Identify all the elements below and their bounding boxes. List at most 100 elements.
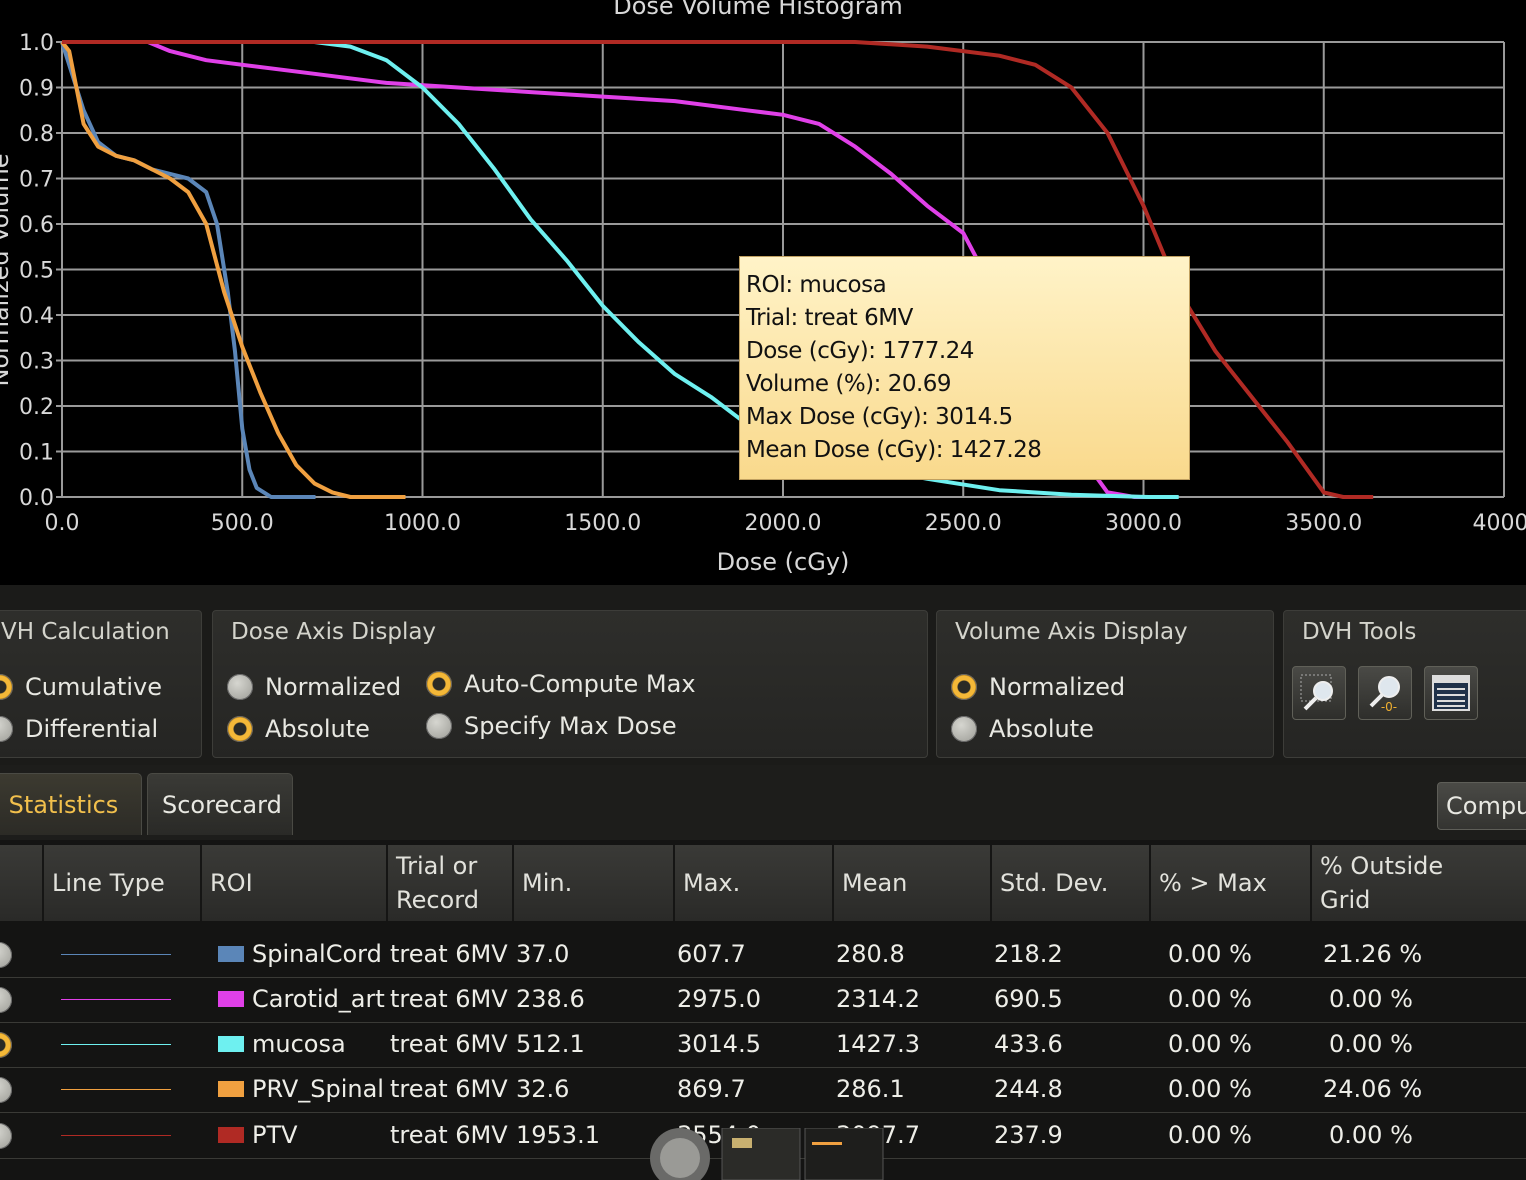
header-label: Max. [683, 869, 741, 897]
x-tick-label: 4000. [1473, 511, 1526, 536]
window-thumbnails[interactable] [640, 1128, 885, 1180]
y-tick-label: 0.5 [19, 259, 54, 284]
cell-min: 1953.1 [516, 1121, 600, 1149]
y-tick-label: 0.8 [19, 122, 54, 147]
zoom-reset-button[interactable]: -0- [1358, 666, 1412, 720]
cell-trial: treat 6MV [390, 940, 508, 968]
cell-pct-max: 0.00 % [1168, 940, 1252, 968]
roi-color-swatch [218, 1081, 244, 1097]
row-select-radio[interactable] [0, 942, 12, 968]
tooltip-dose: Dose (cGy): 1777.24 [746, 338, 974, 364]
cell-mean: 2314.2 [836, 985, 920, 1013]
x-tick-label: 3000.0 [1105, 511, 1182, 536]
compute-button[interactable]: Compu [1437, 782, 1526, 830]
window-thumbnail-icon[interactable] [721, 1128, 801, 1180]
radio-label: Absolute [265, 715, 370, 743]
roi-color-swatch [218, 1036, 244, 1052]
y-tick-label: 0.7 [19, 168, 54, 193]
header-max[interactable]: Max. [675, 845, 834, 921]
radio-label: Specify Max Dose [464, 712, 677, 740]
row-select-radio[interactable] [0, 987, 12, 1013]
cell-std-dev: 244.8 [994, 1075, 1063, 1103]
panel-title: Volume Axis Display [955, 619, 1188, 645]
cell-roi: mucosa [252, 1030, 346, 1058]
header-label: Trial or Record [396, 849, 479, 917]
row-select-radio[interactable] [0, 1077, 12, 1103]
line-type-sample[interactable] [61, 1044, 171, 1045]
y-axis-label: Normalized Volume [0, 154, 14, 387]
zoom-button[interactable] [1292, 666, 1346, 720]
cell-pct-max: 0.00 % [1168, 1075, 1252, 1103]
cell-trial: treat 6MV [390, 1075, 508, 1103]
line-type-sample[interactable] [61, 1089, 171, 1090]
series-line-mucosa[interactable] [62, 40, 1179, 499]
header-pct-outside-grid[interactable]: % Outside Grid [1312, 845, 1526, 921]
cell-roi: PTV [252, 1121, 298, 1149]
y-tick-label: 0.4 [19, 304, 54, 329]
cell-max: 869.7 [677, 1075, 746, 1103]
cell-pct-max: 0.00 % [1168, 1121, 1252, 1149]
radio-on-icon [951, 674, 977, 700]
panel-title: VH Calculation [1, 619, 170, 645]
line-type-sample[interactable] [61, 954, 171, 955]
header-pct-max[interactable]: % > Max [1151, 845, 1312, 921]
tooltip-mean-dose: Mean Dose (cGy): 1427.28 [746, 437, 1042, 463]
series-line-ptv[interactable] [62, 40, 1374, 499]
header-label: Mean [842, 869, 908, 897]
cell-roi: PRV_Spinal( [252, 1075, 386, 1103]
table-row[interactable]: Carotid_arte treat 6MV 238.6 2975.0 2314… [0, 977, 1526, 1023]
radio-cumulative[interactable]: Cumulative [0, 673, 162, 701]
cell-pct-outside: 24.06 % [1323, 1075, 1423, 1103]
header-trial[interactable]: Trial or Record [388, 845, 514, 921]
header-line-type[interactable]: Line Type [44, 845, 202, 921]
radio-off-icon [951, 716, 977, 742]
header-mean[interactable]: Mean [834, 845, 992, 921]
cell-std-dev: 690.5 [994, 985, 1063, 1013]
radio-label: Cumulative [25, 673, 162, 701]
row-select-radio[interactable] [0, 1123, 12, 1149]
radio-differential[interactable]: Differential [0, 715, 158, 743]
tooltip-trial: Trial: treat 6MV [746, 305, 913, 331]
cell-min: 32.6 [516, 1075, 570, 1103]
cell-min: 512.1 [516, 1030, 585, 1058]
radio-volume-normalized[interactable]: Normalized [951, 673, 1125, 701]
radio-on-icon [227, 716, 253, 742]
zoom-icon [1300, 674, 1333, 711]
header-label: % Outside Grid [1320, 849, 1443, 917]
row-select-radio[interactable] [0, 1032, 12, 1058]
line-type-sample[interactable] [61, 999, 171, 1000]
tab-scorecard[interactable]: Scorecard [147, 773, 293, 835]
header-std-dev[interactable]: Std. Dev. [992, 845, 1151, 921]
x-tick-label: 3500.0 [1285, 511, 1362, 536]
radio-auto-compute-max[interactable]: Auto-Compute Max [426, 670, 696, 698]
y-tick-label: 1.0 [19, 31, 54, 56]
radio-volume-absolute[interactable]: Absolute [951, 715, 1094, 743]
radio-specify-max-dose[interactable]: Specify Max Dose [426, 712, 677, 740]
table-icon [1432, 675, 1470, 711]
y-tick-label: 0.0 [19, 486, 54, 511]
x-tick-label: 1000.0 [384, 511, 461, 536]
cell-std-dev: 237.9 [994, 1121, 1063, 1149]
table-row[interactable]: PRV_Spinal( treat 6MV 32.6 869.7 286.1 2… [0, 1067, 1526, 1113]
header-roi[interactable]: ROI [202, 845, 388, 921]
radio-dose-normalized[interactable]: Normalized [227, 673, 401, 701]
table-row[interactable]: SpinalCord treat 6MV 37.0 607.7 280.8 21… [0, 932, 1526, 978]
series-line-prv-spinal-[interactable] [60, 40, 406, 499]
table-button[interactable] [1424, 666, 1478, 720]
tab-label: Scorecard [162, 790, 282, 819]
tab-roi-statistics[interactable]: OI Statistics [0, 773, 142, 835]
y-tick-label: 0.9 [19, 77, 54, 102]
table-row[interactable]: mucosa treat 6MV 512.1 3014.5 1427.3 433… [0, 1022, 1526, 1068]
header-label-line2: Grid [1320, 886, 1371, 914]
header-label: ROI [210, 869, 253, 897]
x-tick-label: 2000.0 [745, 511, 822, 536]
cell-min: 238.6 [516, 985, 585, 1013]
series-line-spinalcord[interactable] [60, 41, 316, 499]
header-min[interactable]: Min. [514, 845, 675, 921]
radio-dose-absolute[interactable]: Absolute [227, 715, 370, 743]
volume-axis-display-panel: Volume Axis Display Normalized Absolute [936, 610, 1274, 758]
window-thumbnail-icon[interactable] [804, 1128, 884, 1180]
cell-pct-outside: 0.00 % [1329, 1030, 1413, 1058]
line-type-sample[interactable] [61, 1135, 171, 1136]
cell-pct-outside: 21.26 % [1323, 940, 1423, 968]
